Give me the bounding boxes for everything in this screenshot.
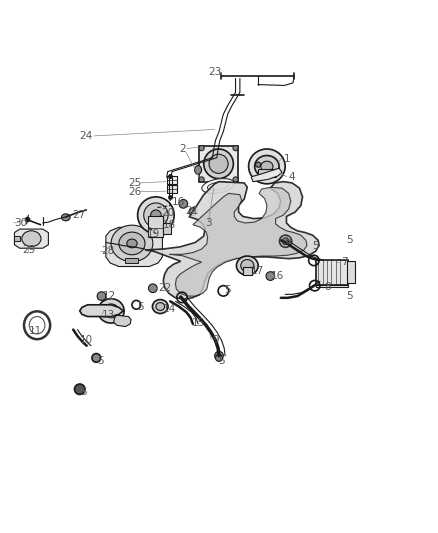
Text: 12: 12 [102,291,116,301]
Ellipse shape [233,177,238,182]
Text: 8: 8 [324,282,331,293]
Text: 15: 15 [192,318,205,328]
Polygon shape [106,228,162,266]
Text: 29: 29 [22,245,35,255]
Text: 10: 10 [80,335,93,345]
Ellipse shape [179,199,187,208]
Text: 5: 5 [137,302,144,312]
Ellipse shape [215,354,223,361]
Ellipse shape [152,300,168,313]
Text: 9: 9 [212,335,219,345]
Text: 24: 24 [79,131,92,141]
Bar [148,216,163,237]
Ellipse shape [151,210,161,220]
Text: 5: 5 [346,291,353,301]
Text: 16: 16 [271,271,284,281]
Ellipse shape [97,292,106,301]
Ellipse shape [98,298,124,323]
Polygon shape [251,168,282,182]
Text: 5: 5 [81,387,87,397]
Ellipse shape [127,239,137,248]
Ellipse shape [74,384,85,394]
Ellipse shape [138,197,174,233]
Text: 1: 1 [283,154,290,164]
Text: 23: 23 [208,67,221,77]
Ellipse shape [156,303,165,310]
Ellipse shape [254,156,279,177]
Text: 4: 4 [289,172,295,182]
Text: 28: 28 [102,246,115,256]
Text: 22: 22 [158,283,171,293]
Text: 25: 25 [128,178,142,188]
Text: 16: 16 [172,197,185,207]
Text: 11: 11 [28,326,42,336]
Text: 18: 18 [162,220,176,230]
Text: 19: 19 [147,229,160,239]
Ellipse shape [215,351,223,360]
Ellipse shape [199,177,204,182]
Text: 5: 5 [346,236,353,245]
Text: 5: 5 [218,357,225,366]
Ellipse shape [207,182,229,190]
Ellipse shape [103,304,119,318]
Text: 5: 5 [97,357,104,366]
Ellipse shape [261,161,273,172]
Text: 17: 17 [251,266,264,276]
Bar [243,266,252,275]
Bar [163,223,171,234]
Polygon shape [80,305,123,317]
Ellipse shape [189,208,197,215]
Text: 3: 3 [205,218,212,228]
Ellipse shape [119,232,145,255]
Ellipse shape [249,149,285,184]
Bar [258,169,276,177]
Bar [125,258,138,263]
Text: 5: 5 [313,240,319,251]
Ellipse shape [266,272,275,280]
Polygon shape [316,285,348,287]
Text: 27: 27 [72,210,85,220]
Ellipse shape [92,353,101,362]
Bar [347,261,355,283]
Ellipse shape [194,166,201,174]
Ellipse shape [148,284,157,293]
Ellipse shape [144,203,168,228]
Polygon shape [114,315,131,327]
Ellipse shape [111,225,153,262]
Text: 5: 5 [224,286,231,295]
Text: 13: 13 [102,310,115,320]
Text: 20: 20 [162,208,175,219]
Ellipse shape [22,231,41,246]
Ellipse shape [209,154,228,173]
Polygon shape [14,229,48,248]
Text: 26: 26 [128,187,142,197]
Ellipse shape [241,260,254,272]
Text: 14: 14 [162,304,176,314]
Ellipse shape [199,146,204,151]
Ellipse shape [255,162,261,167]
Bar [316,260,348,285]
Ellipse shape [204,149,233,179]
Ellipse shape [237,256,258,275]
Text: 7: 7 [341,257,347,267]
Text: 6: 6 [285,236,291,246]
Bar [14,236,20,241]
Bar [199,146,238,182]
Ellipse shape [61,214,70,221]
Ellipse shape [233,146,238,151]
Text: 21: 21 [185,206,198,216]
Bar [167,184,177,193]
Polygon shape [145,182,319,299]
Polygon shape [169,187,307,296]
Text: 30: 30 [14,218,28,228]
Bar [167,176,177,184]
Ellipse shape [282,238,289,245]
Text: 2: 2 [179,144,186,154]
Ellipse shape [202,179,234,193]
